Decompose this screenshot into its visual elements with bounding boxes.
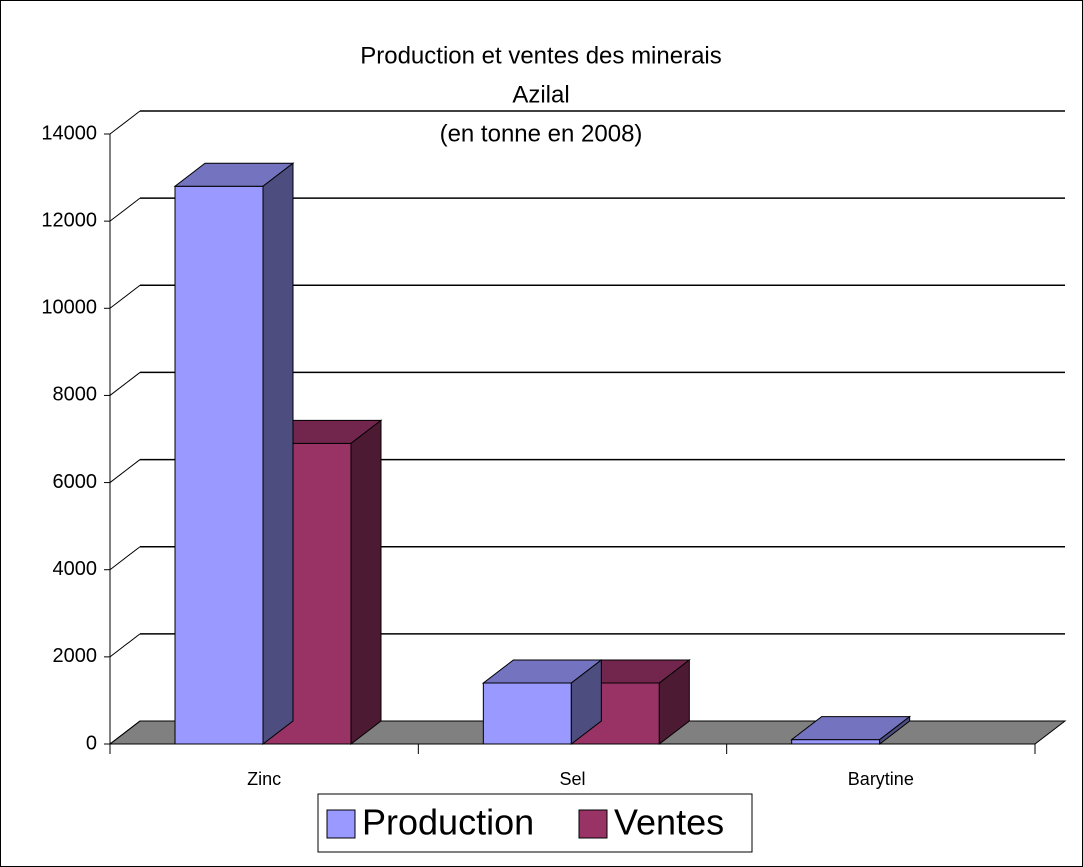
chart-title: (en tonne en 2008) [440,120,643,147]
y-tick-label: 8000 [53,384,98,406]
bar-side [879,715,911,746]
tick-mark [109,284,141,309]
x-tick-label: Sel [559,769,585,789]
chart-title: Azilal [512,81,569,108]
tick-mark [109,197,141,222]
y-tick-label: 0 [86,732,97,754]
x-tick-label: Barytine [848,769,914,789]
bar [482,682,572,745]
x-tick-label: Zinc [247,769,281,789]
legend-swatch [326,809,356,839]
bar-side [658,658,690,746]
tick-mark [109,546,141,571]
bar-side [350,419,382,746]
legend [317,793,753,853]
y-tick-label: 14000 [41,122,97,144]
legend-swatch [578,809,608,839]
y-tick-label: 6000 [53,471,98,493]
chart-title: Production et ventes des minerais [360,42,722,69]
tick-mark [109,372,141,396]
tick-mark [109,720,141,745]
y-tick-label: 10000 [41,297,97,319]
tick-mark [109,110,141,135]
bar-side [262,162,294,746]
tick-mark [109,459,141,483]
bar [791,739,881,745]
bar-side [570,658,602,746]
y-tick-label: 12000 [41,209,97,231]
tick-mark [109,633,141,658]
legend-label: Ventes [614,802,724,843]
legend-label: Production [362,802,534,843]
y-tick-label: 4000 [53,558,98,580]
y-tick-label: 2000 [53,645,98,667]
bar [174,185,264,745]
